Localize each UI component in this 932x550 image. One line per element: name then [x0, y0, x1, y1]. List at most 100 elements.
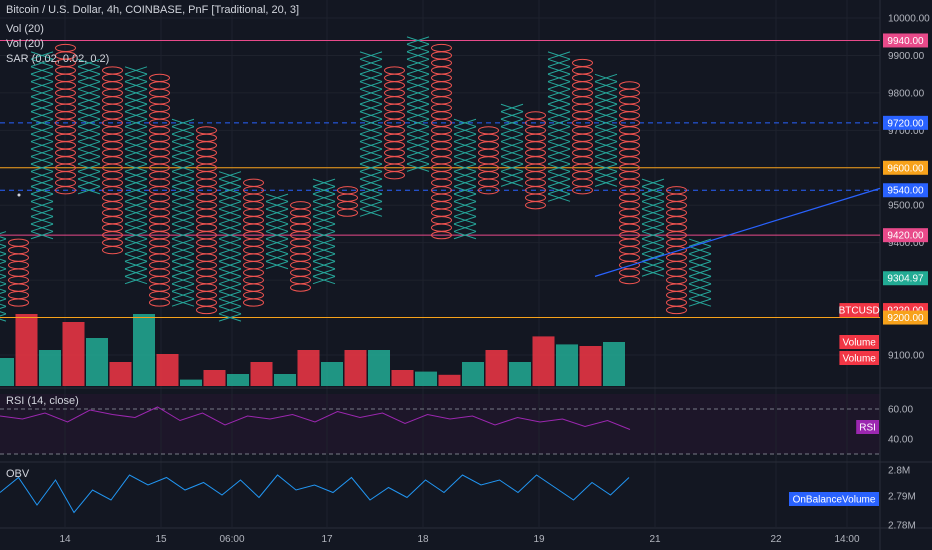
pnf-x-mark — [547, 103, 571, 112]
pnf-x-mark — [171, 238, 195, 247]
pnf-x-mark — [265, 261, 289, 270]
pnf-x-mark — [359, 88, 383, 97]
pnf-x-mark — [218, 291, 242, 300]
pnf-x-mark — [124, 111, 148, 120]
pnf-x-mark — [265, 246, 289, 255]
pnf-x-mark — [218, 261, 242, 270]
pnf-x-mark — [359, 178, 383, 187]
pnf-x-mark — [124, 171, 148, 180]
pnf-o-column — [337, 186, 358, 217]
pnf-x-mark — [30, 208, 54, 217]
pnf-x-mark — [594, 111, 618, 120]
pnf-x-mark — [77, 141, 101, 150]
pnf-x-mark — [265, 223, 289, 232]
pnf-x-column — [124, 66, 148, 285]
time-tick-label: 15 — [155, 534, 167, 545]
pnf-x-mark — [77, 163, 101, 172]
pnf-x-mark — [171, 216, 195, 225]
pnf-x-mark — [0, 246, 7, 250]
pnf-x-mark — [124, 148, 148, 157]
pnf-x-column — [77, 58, 101, 195]
pnf-x-mark — [453, 201, 477, 210]
pnf-x-mark — [688, 261, 712, 270]
pnf-x-mark — [218, 283, 242, 292]
pnf-x-mark — [312, 223, 336, 232]
pnf-x-mark — [641, 246, 665, 255]
pnf-x-mark — [594, 73, 618, 82]
sar-legend[interactable]: SAR (0.02, 0.02, 0.2) — [6, 53, 110, 65]
pnf-x-mark — [406, 51, 430, 60]
pnf-x-mark — [218, 305, 242, 315]
pnf-x-mark — [171, 133, 195, 142]
pnf-x-mark — [171, 223, 195, 232]
pnf-x-mark — [453, 133, 477, 142]
pnf-x-mark — [124, 238, 148, 247]
pnf-x-mark — [547, 73, 571, 82]
pnf-x-mark — [359, 66, 383, 75]
obv-legend[interactable]: OBV — [6, 468, 30, 480]
pnf-x-mark — [171, 283, 195, 292]
pnf-x-mark — [406, 118, 430, 127]
time-tick-label: 06:00 — [219, 534, 244, 545]
pnf-x-mark — [265, 253, 289, 262]
pnf-x-mark — [453, 163, 477, 172]
pnf-x-mark — [359, 193, 383, 202]
pnf-x-mark — [500, 111, 524, 120]
pnf-x-mark — [0, 276, 7, 280]
pnf-x-mark — [171, 208, 195, 217]
price-tick-label: 9700.00 — [888, 126, 925, 137]
vol-legend-1[interactable]: Vol (20) — [6, 23, 44, 35]
price-tick-label: 9900.00 — [888, 51, 925, 62]
pnf-x-mark — [406, 156, 430, 165]
pnf-x-mark — [171, 118, 195, 127]
pnf-x-mark — [312, 231, 336, 240]
pnf-x-mark — [77, 186, 101, 195]
pnf-x-mark — [594, 126, 618, 135]
pnf-x-mark — [594, 163, 618, 172]
price-badge — [883, 33, 928, 48]
volume-tag-2-label: Volume — [843, 354, 877, 365]
pnf-x-mark — [218, 231, 242, 240]
pnf-x-mark — [453, 118, 477, 127]
pnf-x-mark — [594, 141, 618, 150]
time-tick-label: 14 — [59, 534, 71, 545]
pnf-x-mark — [218, 201, 242, 210]
pnf-x-mark — [641, 216, 665, 225]
pnf-x-mark — [77, 133, 101, 142]
pnf-x-mark — [406, 88, 430, 97]
pnf-x-mark — [171, 261, 195, 270]
time-tick-label: 22 — [770, 534, 782, 545]
pnf-x-mark — [0, 288, 7, 292]
vol-legend-2[interactable]: Vol (20) — [6, 38, 44, 50]
volume-bar — [109, 362, 132, 386]
price-tick-label: 9800.00 — [888, 88, 925, 99]
rsi-tag — [856, 420, 879, 434]
pnf-x-mark — [77, 73, 101, 82]
pnf-x-mark — [124, 73, 148, 82]
pnf-x-mark — [0, 236, 7, 240]
pnf-x-mark — [594, 148, 618, 157]
pnf-x-mark — [641, 186, 665, 195]
pnf-x-mark — [0, 251, 7, 255]
pnf-x-mark — [0, 281, 7, 285]
volume-bar — [438, 374, 461, 386]
pnf-x-mark — [500, 126, 524, 135]
pnf-x-mark — [688, 253, 712, 262]
pnf-o-column — [55, 43, 76, 195]
pnf-x-mark — [77, 148, 101, 157]
pnf-x-column — [171, 118, 195, 307]
pnf-x-mark — [218, 186, 242, 195]
pnf-x-mark — [30, 171, 54, 180]
pnf-x-mark — [547, 156, 571, 165]
pnf-x-mark — [312, 261, 336, 270]
pnf-o-column — [102, 66, 123, 255]
pnf-x-mark — [0, 273, 7, 277]
rsi-legend[interactable]: RSI (14, close) — [6, 395, 79, 407]
pnf-x-mark — [171, 231, 195, 240]
pnf-o-mark — [525, 111, 546, 120]
pnf-x-mark — [0, 261, 7, 265]
pnf-x-mark — [124, 261, 148, 270]
pnf-x-mark — [218, 298, 242, 307]
pnf-x-mark — [406, 73, 430, 82]
